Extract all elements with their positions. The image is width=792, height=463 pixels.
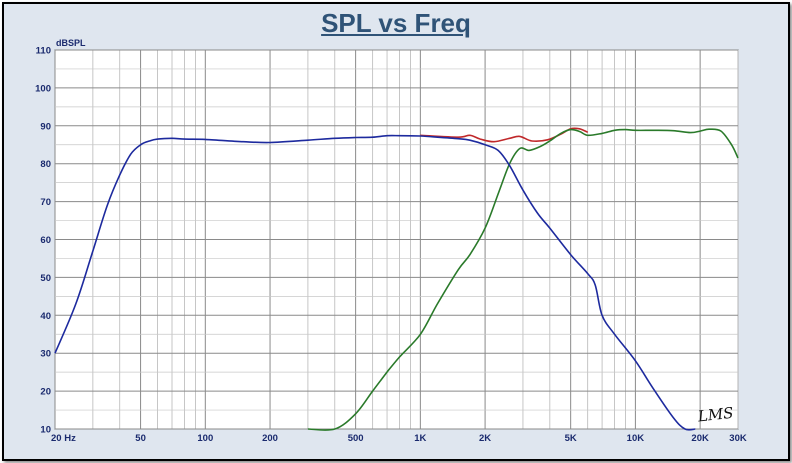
y-axis-label: dBSPL [56,38,86,48]
lms-watermark: LMS [696,404,734,426]
y-tick-label: 70 [40,197,51,208]
y-tick-label: 20 [40,387,51,398]
x-tick-label: 100 [197,433,213,444]
y-tick-label: 100 [35,83,51,94]
x-tick-label: 200 [262,433,278,444]
y-tick-label: 90 [40,121,51,132]
x-tick-label: 500 [348,433,364,444]
y-tick-label: 40 [40,311,51,322]
y-tick-label: 110 [36,46,51,57]
y-tick-label: 50 [40,273,51,284]
series-line-green [307,128,739,431]
grid [54,49,739,430]
x-tick-label: 2K [479,433,491,444]
x-tick-label: 20K [691,433,709,444]
x-tick-label: 20 Hz [51,433,76,444]
series-lines [54,127,739,431]
y-tick-label: 30 [40,349,51,360]
x-tick-label: 10K [627,433,645,444]
series-line-blue [54,134,696,431]
x-tick-label: 5K [565,433,577,444]
x-tick-label: 50 [135,433,146,444]
y-tick-label: 80 [40,159,51,170]
x-tick-label: 1K [414,433,426,444]
y-tick-label: 10 [40,425,51,436]
chart-title: SPL vs Freq [321,8,471,38]
y-tick-label: 60 [40,235,51,246]
axes: 10 20 30 40 50 60 70 80 90 100 110 20 Hz 50 100 200 500… [35,46,747,445]
x-tick-label: 30K [729,433,747,444]
